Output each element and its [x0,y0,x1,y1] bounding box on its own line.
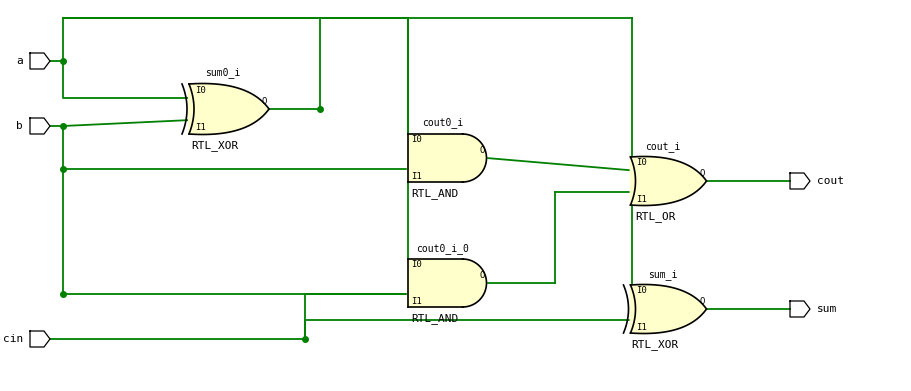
Text: O: O [699,169,704,178]
Polygon shape [189,84,269,135]
Text: cout0_i: cout0_i [423,118,464,129]
Text: I1: I1 [412,172,423,181]
Text: b: b [16,121,23,131]
Text: O: O [699,297,704,306]
Polygon shape [630,285,707,334]
Text: cout_i: cout_i [645,141,681,151]
Text: I1: I1 [637,323,647,332]
Text: sum_i: sum_i [649,269,678,280]
Polygon shape [630,156,707,206]
Text: cout0_i_0: cout0_i_0 [416,242,469,253]
Polygon shape [407,134,486,182]
Text: RTL_XOR: RTL_XOR [631,339,679,350]
Text: O: O [479,271,485,280]
Text: I1: I1 [412,296,423,305]
Text: cout: cout [817,176,844,186]
Text: RTL_OR: RTL_OR [635,211,675,222]
Text: I0: I0 [637,158,647,167]
Text: I1: I1 [195,123,206,132]
Text: I1: I1 [637,195,647,204]
Text: I0: I0 [412,135,423,144]
Text: sum: sum [817,304,837,314]
Text: I0: I0 [195,86,206,95]
Text: I0: I0 [637,287,647,296]
Text: RTL_AND: RTL_AND [412,313,458,324]
Text: sum0_i: sum0_i [205,68,241,79]
Text: O: O [261,97,267,106]
Text: RTL_AND: RTL_AND [412,188,458,199]
Polygon shape [407,259,486,307]
Text: a: a [16,56,23,66]
Text: RTL_XOR: RTL_XOR [191,140,239,151]
Text: cin: cin [3,334,23,344]
Text: O: O [479,146,485,155]
Text: I0: I0 [412,260,423,269]
